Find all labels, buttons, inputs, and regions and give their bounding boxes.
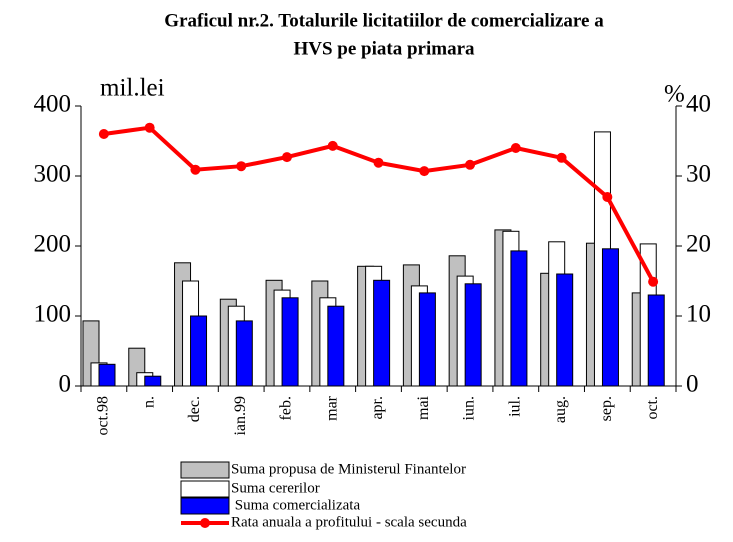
bar <box>647 294 665 387</box>
line-point <box>190 164 201 175</box>
y-tick-label: 200 <box>34 231 72 258</box>
bar <box>464 283 482 387</box>
line-point <box>556 152 567 163</box>
x-tick-label: iul. <box>506 396 523 417</box>
legend-label: Suma comercializata <box>231 497 360 513</box>
chart-title: Graficul nr.2. Totalurile licitatiilor d… <box>164 10 604 31</box>
y2-axis-label: % <box>664 81 685 108</box>
x-tick-label: oct. <box>644 396 661 420</box>
title: Graficul nr.2. Totalurile licitatiilor d… <box>164 10 604 59</box>
bar <box>144 375 162 387</box>
bar <box>373 279 391 387</box>
line-point <box>602 192 613 202</box>
x-tick-label: aug. <box>552 396 569 423</box>
x-tick-label: apr. <box>369 396 386 420</box>
x-tick-label: iun. <box>461 396 478 420</box>
y2-tick-label: 20 <box>686 231 711 258</box>
y-tick-label: 400 <box>34 91 72 118</box>
x-tick-label: dec. <box>186 396 203 422</box>
chart-title: HVS pe piata primara <box>293 38 475 59</box>
bar <box>418 292 436 387</box>
y2-tick-label: 30 <box>686 161 711 188</box>
legend-swatch <box>180 461 230 479</box>
bar <box>601 248 619 387</box>
line-point <box>327 140 338 151</box>
x-tick-label: mar <box>323 395 340 421</box>
bar <box>510 250 528 387</box>
line <box>103 125 655 283</box>
x-tick-label: n. <box>140 396 157 408</box>
line-point <box>419 166 430 177</box>
legend-label: Rata anuala a profitului - scala secunda <box>231 514 467 530</box>
bar <box>556 273 574 387</box>
x-tick-label: mai <box>415 395 432 420</box>
bar <box>281 297 299 387</box>
y-tick-label: 300 <box>34 161 72 188</box>
y2-tick-label: 10 <box>686 301 711 328</box>
line-point <box>648 276 659 287</box>
line-point <box>144 122 155 133</box>
x-tick-label: oct.98 <box>95 396 112 436</box>
x-tick-label: sep. <box>598 396 615 421</box>
x-tick-label: ian.99 <box>232 396 249 436</box>
y-tick-label: 0 <box>59 371 72 398</box>
y2-tick-label: 40 <box>686 91 711 118</box>
bar <box>235 320 253 387</box>
line-point <box>236 161 247 172</box>
line-point <box>98 129 109 139</box>
legend-swatch <box>200 518 210 528</box>
legend-label: Suma cererilor <box>231 480 320 496</box>
legend-swatch <box>180 480 230 498</box>
bar <box>327 305 345 387</box>
x-tick-label: feb. <box>278 396 295 420</box>
bar <box>190 315 208 387</box>
legend-label: Suma propusa de Ministerul Finantelor <box>231 461 466 477</box>
line-point <box>465 159 476 170</box>
y2-tick-label: 0 <box>686 371 699 398</box>
y-axis-label: mil.lei <box>100 75 165 102</box>
line-point <box>281 152 292 163</box>
bar <box>98 363 116 387</box>
line-point <box>510 143 521 153</box>
y-tick-label: 100 <box>34 301 72 328</box>
line-point <box>373 157 384 168</box>
legend-swatch <box>180 497 230 515</box>
